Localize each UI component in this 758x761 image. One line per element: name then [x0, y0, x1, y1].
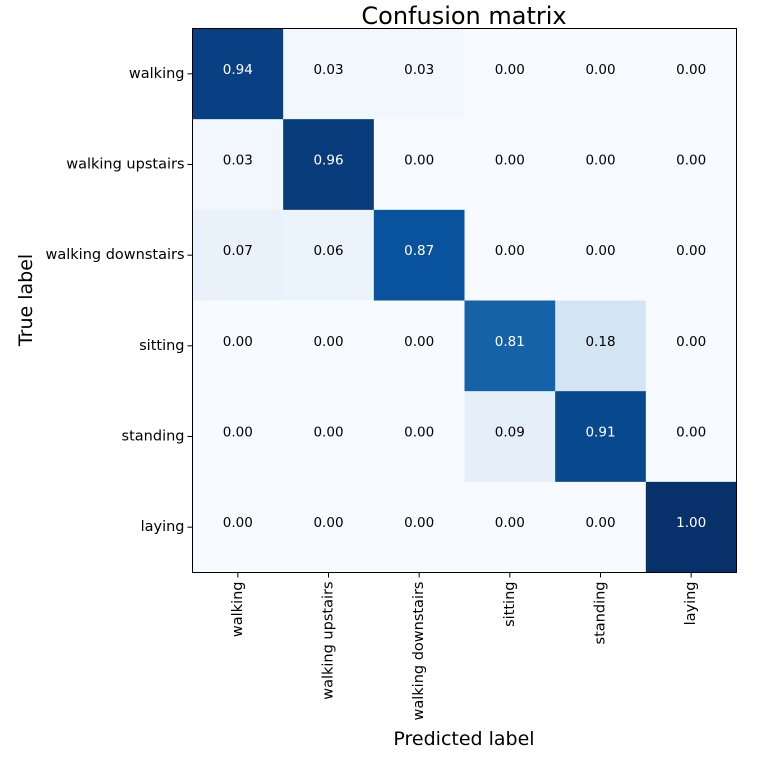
heatmap-cells: [192, 28, 737, 573]
cell-value-label: 0.87: [404, 243, 434, 259]
cell-value-label: 0.03: [313, 62, 343, 78]
heatmap-cell: [464, 28, 556, 120]
heatmap-cell: [555, 28, 647, 120]
x-tick-label: sitting: [502, 582, 518, 627]
x-tick-label: laying: [683, 582, 699, 626]
heatmap-cell: [373, 300, 465, 392]
heatmap-cell: [283, 209, 375, 301]
cell-value-label: 0.00: [495, 243, 525, 259]
cell-value-label: 0.00: [676, 243, 706, 259]
x-tick-label: standing: [593, 582, 609, 645]
y-tick-label: walking downstairs: [46, 247, 185, 263]
heatmap-cell: [283, 28, 375, 120]
cell-value-label: 0.00: [313, 334, 343, 350]
cell-value-label: 0.00: [676, 153, 706, 169]
cell-value-label: 0.00: [676, 334, 706, 350]
cell-value-label: 0.00: [404, 153, 434, 169]
heatmap-cell: [192, 481, 284, 573]
cell-value-label: 0.94: [223, 62, 253, 78]
x-axis-label: Predicted label: [393, 728, 534, 750]
heatmap-cell: [645, 481, 737, 573]
heatmap-cell: [645, 300, 737, 392]
heatmap-cell: [373, 28, 465, 120]
heatmap-cell: [283, 391, 375, 483]
heatmap-cell: [555, 300, 647, 392]
heatmap-cell: [373, 391, 465, 483]
y-tick-label: sitting: [139, 338, 184, 354]
heatmap-cell: [555, 209, 647, 301]
cell-value-label: 0.00: [585, 243, 615, 259]
y-tick-label: walking: [129, 66, 185, 82]
heatmap-cell: [192, 28, 284, 120]
heatmap-cell: [192, 391, 284, 483]
cell-value-label: 0.07: [223, 243, 253, 259]
heatmap-cell: [464, 300, 556, 392]
heatmap-cell: [464, 481, 556, 573]
cell-value-label: 1.00: [676, 515, 706, 531]
x-tick-label: walking downstairs: [411, 582, 427, 721]
cell-value-labels: 0.94 0.03 0.03 0.00 0.00 0.00 0.03 0.96 0.00 0.00…: [223, 62, 706, 531]
cell-value-label: 0.81: [495, 334, 525, 350]
heatmap-cell: [192, 209, 284, 301]
cell-value-label: 0.00: [404, 425, 434, 441]
x-tick-label: walking: [230, 582, 246, 638]
heatmap-cell: [555, 391, 647, 483]
heatmap-cell: [192, 119, 284, 211]
cell-value-label: 0.03: [223, 153, 253, 169]
heatmap-cell: [283, 481, 375, 573]
y-tick-label: standing: [122, 429, 185, 445]
heatmap-cell: [283, 119, 375, 211]
cell-value-label: 0.91: [585, 425, 615, 441]
heatmap-cell: [645, 209, 737, 301]
cell-value-label: 0.00: [495, 515, 525, 531]
y-axis-label: True label: [15, 254, 37, 347]
plot-frame: [192, 28, 737, 573]
heatmap-cell: [464, 119, 556, 211]
x-tick-label: walking upstairs: [321, 582, 337, 700]
cell-value-label: 0.00: [404, 334, 434, 350]
heatmap-cell: [555, 119, 647, 211]
heatmap-cell: [555, 481, 647, 573]
heatmap-cell: [464, 391, 556, 483]
y-tick-label: walking upstairs: [66, 157, 184, 173]
heatmap-cell: [645, 28, 737, 120]
cell-value-label: 0.00: [495, 62, 525, 78]
cell-value-label: 0.00: [223, 334, 253, 350]
cell-value-label: 0.00: [313, 515, 343, 531]
heatmap-cell: [192, 300, 284, 392]
cell-value-label: 0.00: [585, 62, 615, 78]
heatmap-cell: [373, 119, 465, 211]
heatmap-cell: [645, 119, 737, 211]
cell-value-label: 0.00: [585, 153, 615, 169]
heatmap-cell: [373, 481, 465, 573]
cell-value-label: 0.00: [313, 425, 343, 441]
cell-value-label: 0.00: [223, 425, 253, 441]
chart-title: Confusion matrix: [361, 2, 566, 30]
cell-value-label: 0.00: [585, 515, 615, 531]
heatmap-cell: [373, 209, 465, 301]
x-axis-ticks: walking walking upstairs walking downstair…: [230, 572, 699, 721]
cell-value-label: 0.00: [223, 515, 253, 531]
cell-value-label: 0.18: [585, 334, 615, 350]
cell-value-label: 0.96: [313, 153, 343, 169]
heatmap-cell: [283, 300, 375, 392]
cell-value-label: 0.00: [676, 62, 706, 78]
y-axis-ticks: walking walking upstairs walking downstair…: [46, 66, 193, 535]
cell-value-label: 0.03: [404, 62, 434, 78]
cell-value-label: 0.00: [495, 153, 525, 169]
cell-value-label: 0.00: [676, 425, 706, 441]
cell-value-label: 0.09: [495, 425, 525, 441]
cell-value-label: 0.00: [404, 515, 434, 531]
heatmap-cell: [645, 391, 737, 483]
y-tick-label: laying: [141, 519, 185, 535]
cell-value-label: 0.06: [313, 243, 343, 259]
heatmap-cell: [464, 209, 556, 301]
